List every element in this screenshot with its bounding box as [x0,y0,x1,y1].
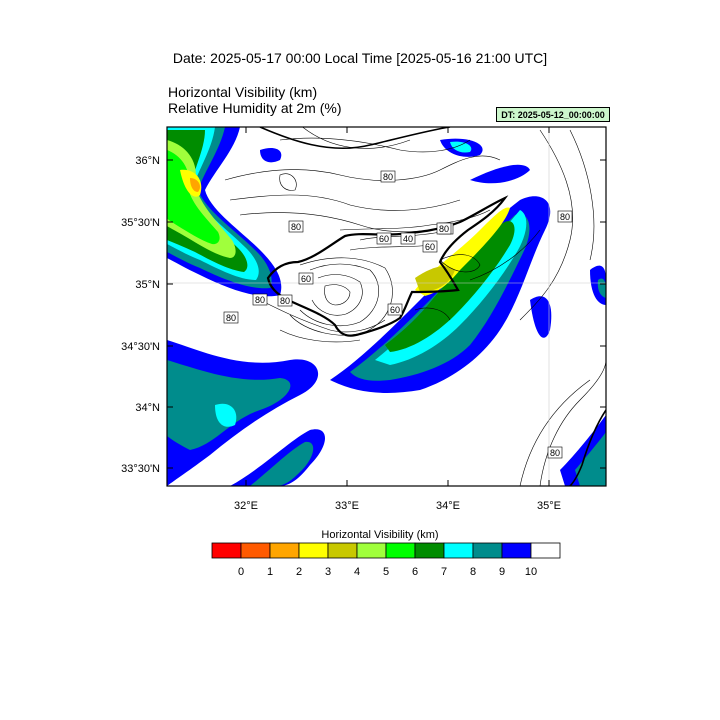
colorbar-swatch [414,542,445,559]
contour-label: 80 [547,446,563,459]
visibility-field-n-cyan-2 [450,141,472,153]
lat-label-34-30: 34°30'N [121,341,160,353]
svg-text:80: 80 [560,212,570,222]
lon-label-32: 32°E [234,500,258,512]
contour-label: 80 [436,222,452,235]
contour-label: 80 [252,293,268,306]
colorbar-swatch [211,542,242,559]
lat-label-34: 34°N [135,402,160,414]
colorbar-label: 3 [325,566,331,578]
svg-text:60: 60 [425,242,435,252]
visibility-field-se-olive [415,266,455,292]
colorbar-swatch [269,542,300,559]
lon-label-34: 34°E [436,500,460,512]
svg-text:80: 80 [550,448,560,458]
colorbar-label: 6 [412,566,418,578]
cyprus-coastline [266,195,509,337]
svg-text:80: 80 [291,222,301,232]
contour-label: 80 [223,311,239,324]
contour-labels: 8080806060606080806040808080 [223,170,573,459]
visibility-field-nw-bright-green [167,150,220,245]
contour-label: 60 [387,303,403,316]
colorbar-swatch [327,542,358,559]
svg-text:60: 60 [379,234,389,244]
contour-label: 80 [277,294,293,307]
lat-label-33-30: 33°30'N [121,463,160,475]
visibility-field-n-blue-1 [260,148,282,163]
svg-text:80: 80 [280,296,290,306]
svg-text:60: 60 [390,305,400,315]
colorbar: 0 1 2 3 4 5 6 7 8 9 10 [211,542,561,578]
title-visibility: Horizontal Visibility (km) [168,84,318,100]
contour-label: 80 [380,170,396,183]
map-plot-area [167,127,606,486]
svg-text:80: 80 [439,224,449,234]
colorbar-swatch [356,542,387,559]
visibility-field-se-green [385,221,515,352]
colorbar-swatch [472,542,503,559]
colorbar-label: 2 [296,566,302,578]
date-title: Date: 2025-05-17 00:00 Local Time [2025-… [172,50,548,66]
svg-text:80: 80 [226,313,236,323]
dt-badge: DT: 2025-05-12_00:00:00 [496,107,610,122]
colorbar-label: 5 [383,566,389,578]
colorbar-label: 1 [267,566,273,578]
colorbar-swatch [240,542,271,559]
colorbar-label: 7 [441,566,447,578]
lon-label-35: 35°E [537,500,561,512]
map-frame [166,126,607,487]
contour-label: 60 [422,240,438,253]
lat-label-35: 35°N [135,279,160,291]
visibility-field-n-blue-3 [470,164,530,184]
lon-label-33: 33°E [335,500,359,512]
turkey-coastline [259,127,451,149]
colorbar-swatch [530,542,561,559]
colorbar-swatch [443,542,474,559]
svg-text:60: 60 [301,274,311,284]
visibility-field-s-blue [230,429,325,486]
colorbar-label: 0 [238,566,244,578]
svg-text:80: 80 [255,295,265,305]
visibility-field-se-corner-teal [575,432,606,486]
contour-label: 80 [288,220,304,233]
visibility-field-e-teal [597,278,606,298]
lat-label-36: 36°N [135,155,160,167]
levant-coastline [569,409,606,486]
contour-label: 80 [557,210,573,223]
colorbar-swatch [501,542,532,559]
colorbar-label: 4 [354,566,360,578]
svg-text:80: 80 [383,172,393,182]
axis-ticks [167,127,606,486]
colorbar-label: 9 [499,566,505,578]
colorbar-label: 8 [470,566,476,578]
contour-label: 60 [376,232,392,245]
colorbar-swatch [298,542,329,559]
contour-label: 40 [400,232,416,245]
visibility-field-s-teal [250,441,314,486]
lat-label-35-30: 35°30'N [121,217,160,229]
visibility-field-e-blue-2 [530,296,552,338]
colorbar-label: 10 [525,566,537,578]
contour-label: 60 [298,272,314,285]
svg-text:40: 40 [403,234,413,244]
colorbar-swatch [385,542,416,559]
visibility-field-nw-orange [190,178,201,192]
visibility-field-sw-cyan [215,403,237,427]
title-humidity: Relative Humidity at 2m (%) [168,100,342,116]
colorbar-title: Horizontal Visibility (km) [321,529,439,541]
